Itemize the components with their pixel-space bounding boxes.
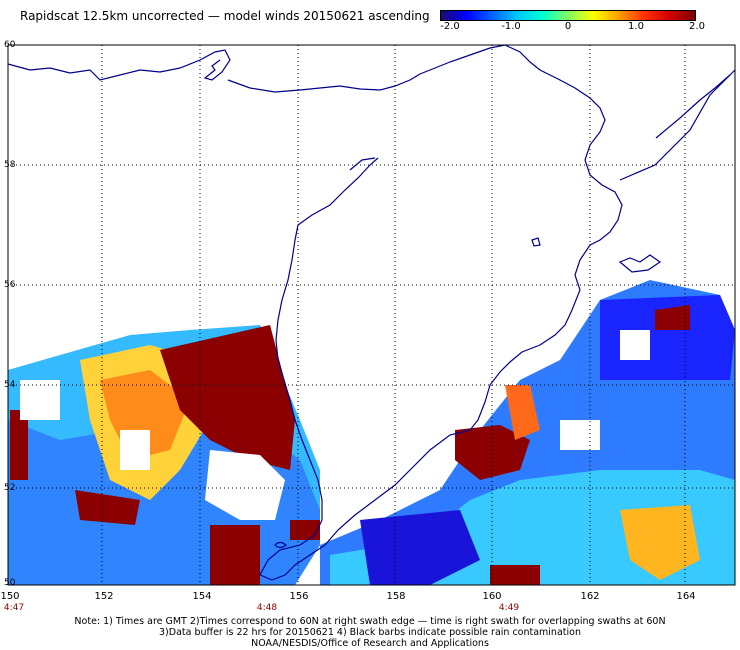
- lon-label: 158: [386, 591, 406, 602]
- lon-label: 156: [289, 591, 309, 602]
- lon-label: 162: [580, 591, 600, 602]
- note-line: Note: 1) Times are GMT 2)Times correspon…: [74, 616, 666, 627]
- map-title: Rapidscat 12.5km uncorrected — model win…: [20, 9, 430, 23]
- wind-data-field: [8, 280, 735, 585]
- time-label: 4:49: [498, 603, 520, 613]
- lat-label: 54: [4, 380, 16, 390]
- credit-line: NOAA/NESDIS/Office of Research and Appli…: [251, 638, 489, 649]
- colorbar-label: 2.0: [689, 21, 705, 32]
- colorbar: [440, 10, 696, 21]
- time-label: 4:47: [3, 603, 25, 613]
- lon-label: 154: [192, 591, 212, 602]
- time-label: 4:48: [256, 603, 278, 613]
- lat-label: 60: [4, 40, 16, 50]
- colorbar-label: 0: [564, 21, 572, 32]
- lat-label: 52: [4, 483, 16, 493]
- lat-label: 58: [4, 160, 16, 170]
- lat-label: 50: [4, 578, 16, 588]
- note-line: 3)Data buffer is 22 hrs for 20150621 4) …: [159, 627, 581, 638]
- colorbar-label: 1.0: [628, 21, 644, 32]
- colorbar-label: -1.0: [501, 21, 521, 32]
- lon-label: 150: [0, 591, 20, 602]
- lon-label: 160: [482, 591, 502, 602]
- lon-label: 164: [676, 591, 696, 602]
- coastline: [7, 44, 736, 581]
- lat-label: 56: [4, 280, 16, 290]
- map-frame: [7, 44, 736, 586]
- lon-label: 152: [94, 591, 114, 602]
- colorbar-label: -2.0: [440, 21, 460, 32]
